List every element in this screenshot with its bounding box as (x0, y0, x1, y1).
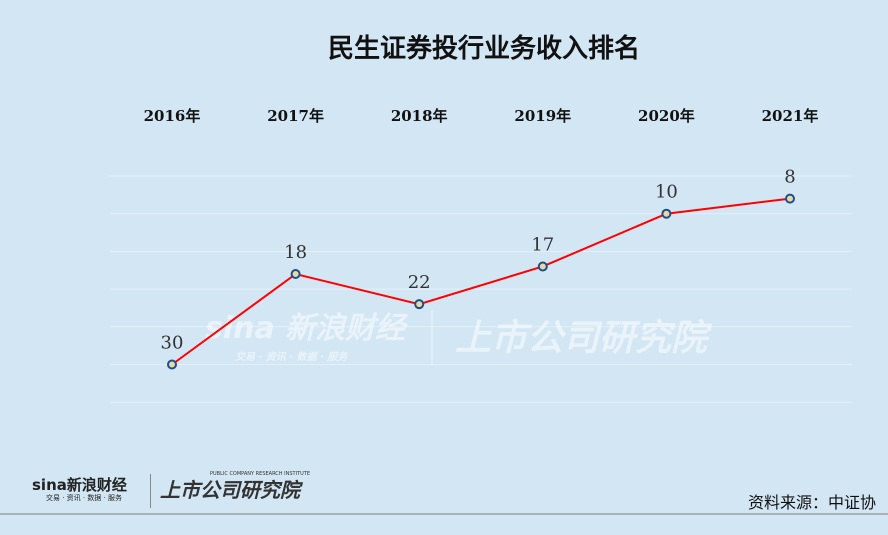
data-point (290, 269, 301, 280)
data-label: 8 (784, 167, 795, 188)
data-label: 10 (655, 182, 678, 203)
data-point (537, 261, 548, 272)
data-label: 22 (408, 272, 431, 293)
x-tick-label: 2020年 (638, 107, 695, 125)
sina-logo-text: sina新浪财经 (32, 476, 127, 494)
sina-logo: sina新浪财经 交易 · 资讯 · 数据 · 服务 (32, 476, 127, 503)
data-point (661, 208, 672, 219)
x-tick-label: 2021年 (762, 107, 819, 125)
data-point (414, 299, 425, 310)
data-point (785, 193, 795, 204)
institute-logo-en: PUBLIC COMPANY RESEARCH INSTITUTE (210, 471, 310, 477)
footer-divider (0, 513, 888, 515)
x-tick-label: 2016年 (144, 107, 201, 125)
series-line (171, 197, 791, 366)
watermark-sina: sina 新浪财经 (205, 311, 409, 346)
institute-logo-text: 上市公司研究院 (160, 478, 300, 502)
source-note: 资料来源：中证协 (747, 493, 876, 512)
data-point (167, 359, 177, 370)
watermark-sina-sub: 交易 · 资讯 · 数据 · 服务 (235, 351, 349, 363)
logo-divider (150, 474, 151, 508)
sina-logo-sub: 交易 · 资讯 · 数据 · 服务 (46, 494, 123, 502)
x-tick-label: 2019年 (514, 107, 571, 125)
data-label: 17 (531, 234, 554, 255)
data-label: 30 (161, 333, 184, 354)
institute-logo: PUBLIC COMPANY RESEARCH INSTITUTE 上市公司研究院 (160, 471, 310, 502)
data-label: 18 (284, 242, 307, 263)
chart-title: 民生证券投行业务收入排名 (327, 34, 640, 64)
x-tick-label: 2018年 (391, 107, 448, 125)
x-tick-label: 2017年 (267, 107, 324, 125)
watermark-institute: 上市公司研究院 (455, 318, 713, 359)
